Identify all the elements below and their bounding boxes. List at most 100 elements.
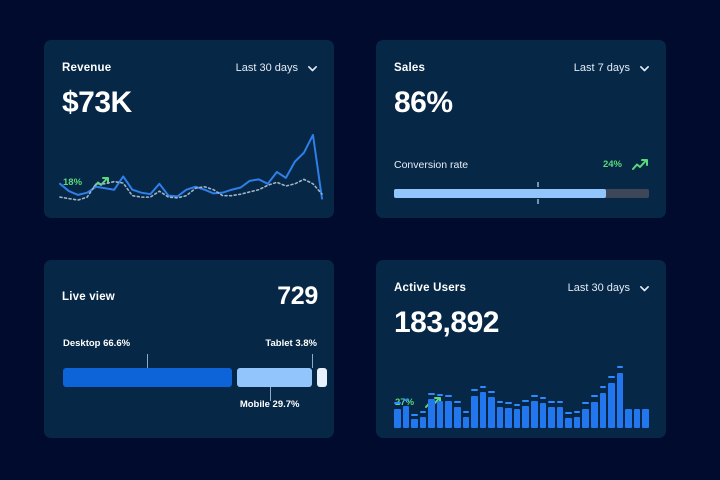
range-picker-active-users[interactable]: Last 30 days xyxy=(568,282,650,294)
bar-column xyxy=(531,366,538,428)
progress-fill xyxy=(394,189,606,198)
bar-fill xyxy=(556,406,564,428)
bar-cap-marker xyxy=(436,393,444,396)
progress-marker-bottom xyxy=(536,199,539,204)
bar-cap-marker xyxy=(599,386,607,389)
bar-column xyxy=(522,366,529,428)
bar-fill xyxy=(513,409,521,428)
card-revenue: Revenue Last 30 days $73K 18% xyxy=(44,40,334,218)
bar-column xyxy=(616,366,624,428)
segment-tick-mobile xyxy=(269,387,271,401)
bar-fill xyxy=(625,409,632,428)
bar-column xyxy=(445,366,452,428)
bar-column xyxy=(394,366,401,428)
metric-value-revenue: $73K xyxy=(62,86,132,119)
trend-percent: 18% xyxy=(63,177,83,188)
bar-column xyxy=(453,366,461,428)
card-title: Live view xyxy=(62,290,115,303)
segment-label-tablet: Tablet 3.8% xyxy=(265,338,317,349)
bar-fill xyxy=(402,405,410,428)
device-segment[interactable] xyxy=(236,368,313,387)
bar-fill xyxy=(590,401,598,428)
bar-cap-marker xyxy=(453,401,461,404)
bar-fill xyxy=(419,416,427,428)
trend-up-arrow-icon xyxy=(632,159,648,170)
dashboard-grid: Revenue Last 30 days $73K 18% Sales Last… xyxy=(44,40,666,438)
live-view-count: 729 xyxy=(277,282,318,310)
bar-fill xyxy=(565,418,572,428)
bar-column xyxy=(436,366,444,428)
bar-fill xyxy=(462,416,470,428)
device-share-bars xyxy=(63,368,327,387)
bar-cap-marker xyxy=(582,402,589,405)
bar-column xyxy=(411,366,418,428)
bar-column xyxy=(488,366,495,428)
bar-column xyxy=(462,366,470,428)
device-segment[interactable] xyxy=(63,368,232,387)
bar-fill xyxy=(428,399,435,428)
segment-tick-tablet xyxy=(312,354,314,368)
chevron-down-icon xyxy=(640,285,649,291)
active-users-bar-chart xyxy=(394,366,649,428)
bar-cap-marker xyxy=(616,366,624,369)
bar-column xyxy=(633,366,641,428)
device-share-chart: Desktop 66.6% Tablet 3.8% Mobile 29.7% xyxy=(63,338,327,416)
metric-value-sales: 86% xyxy=(394,86,453,119)
bar-column xyxy=(496,366,504,428)
bar-column xyxy=(556,366,564,428)
card-header: Active Users Last 30 days xyxy=(394,282,650,294)
bar-fill xyxy=(394,409,401,428)
bar-column xyxy=(505,366,512,428)
range-picker-sales[interactable]: Last 7 days xyxy=(574,62,650,74)
bar-column xyxy=(548,366,555,428)
bar-column xyxy=(590,366,598,428)
bar-cap-marker xyxy=(471,388,478,391)
bar-column xyxy=(479,366,487,428)
card-header: Live view 729 xyxy=(62,284,318,309)
bar-column xyxy=(625,366,632,428)
range-picker-revenue[interactable]: Last 30 days xyxy=(236,62,318,74)
bar-cap-marker xyxy=(548,401,555,404)
bar-fill xyxy=(411,419,418,428)
bar-column xyxy=(599,366,607,428)
bar-cap-marker xyxy=(608,376,615,379)
bar-fill xyxy=(496,406,504,428)
bar-column xyxy=(642,366,649,428)
bar-fill xyxy=(539,403,547,428)
bar-cap-marker xyxy=(462,411,470,414)
progress-track xyxy=(394,189,649,198)
segment-tick-desktop xyxy=(147,354,149,368)
bar-fill xyxy=(642,409,649,428)
bar-cap-marker xyxy=(411,413,418,416)
bar-fill xyxy=(548,406,555,428)
bar-fill xyxy=(573,416,581,428)
line-series xyxy=(60,179,322,200)
bar-fill xyxy=(453,406,461,428)
bar-fill xyxy=(531,400,538,428)
bar-column xyxy=(471,366,478,428)
bar-column xyxy=(402,366,410,428)
bar-cap-marker xyxy=(556,401,564,404)
card-header: Revenue Last 30 days xyxy=(62,62,318,74)
range-picker-label: Last 30 days xyxy=(235,62,298,74)
line-series xyxy=(60,135,322,199)
bar-fill xyxy=(479,392,487,428)
card-title: Revenue xyxy=(62,62,112,74)
bar-column xyxy=(582,366,589,428)
bar-fill xyxy=(488,397,495,428)
segment-label-mobile: Mobile 29.7% xyxy=(239,399,300,410)
bar-cap-marker xyxy=(531,395,538,397)
card-header: Sales Last 7 days xyxy=(394,62,650,74)
bar-column xyxy=(513,366,521,428)
bar-cap-marker xyxy=(590,395,598,397)
bar-fill xyxy=(445,400,452,428)
conversion-rate-row: Conversion rate 24% xyxy=(394,158,649,171)
bar-cap-marker xyxy=(573,411,581,414)
bar-cap-marker xyxy=(522,399,529,402)
device-segment[interactable] xyxy=(317,368,327,387)
conversion-progress-bar[interactable] xyxy=(394,182,649,204)
card-title: Sales xyxy=(394,62,426,74)
bar-cap-marker xyxy=(394,402,401,405)
bar-cap-marker xyxy=(513,403,521,406)
card-liveview: Live view 729 Desktop 66.6% Tablet 3.8% … xyxy=(44,260,334,438)
